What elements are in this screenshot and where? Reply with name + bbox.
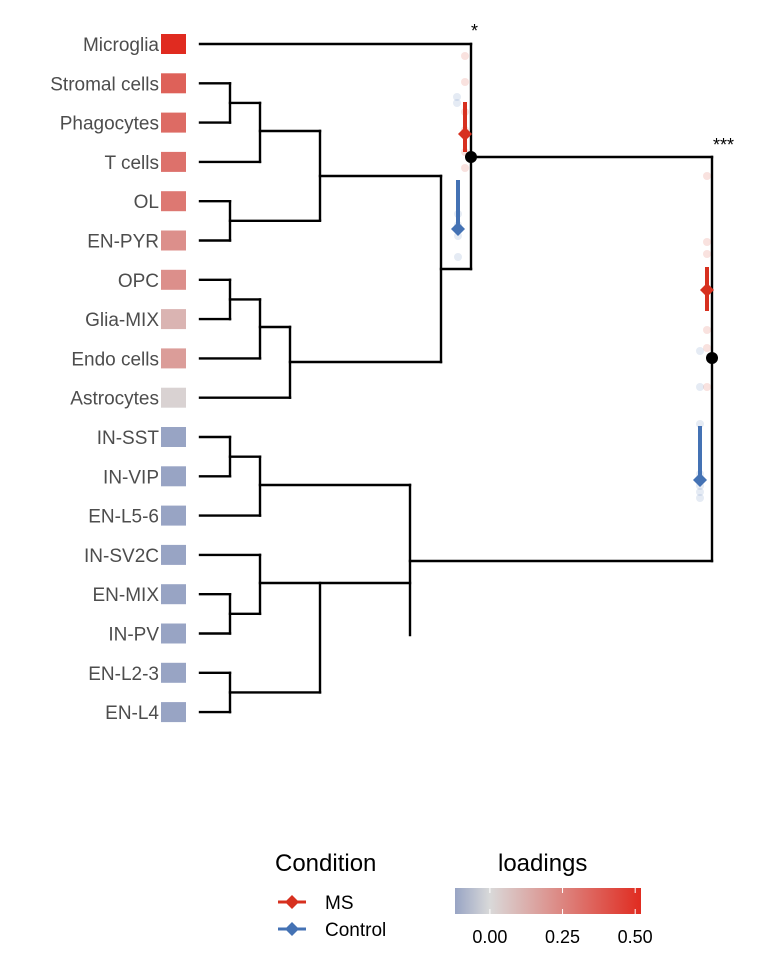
leaf-loading-tile [161, 544, 186, 565]
leaf-loading-tile [161, 269, 186, 290]
loadings-legend: loadings 0.00 0.25 0.50 [455, 850, 653, 947]
sample-point-ms [703, 238, 711, 246]
sample-point-ms [703, 250, 711, 258]
sample-point-control [696, 494, 704, 502]
loadings-legend-title: loadings [498, 850, 587, 877]
leaf-label: Endo cells [71, 349, 159, 370]
sample-point-ms [703, 326, 711, 334]
leaf-loading-tile [161, 623, 186, 644]
colorbar-ticks: 0.00 0.25 0.50 [472, 888, 653, 947]
leaf-label: T cells [104, 153, 159, 174]
leaf-loading-tile [161, 387, 186, 408]
loadings-colorbar [455, 888, 641, 914]
leaf-label: IN-SST [97, 428, 160, 449]
significance-label: *** [713, 135, 734, 155]
colorbar-tick-label-2: 0.50 [618, 927, 653, 947]
leaf-label: Glia-MIX [85, 310, 159, 331]
ms-estimate-diamond [458, 127, 472, 141]
control-estimate-diamond [693, 473, 707, 487]
sample-point-ms [703, 344, 711, 352]
sample-point-control [453, 93, 461, 101]
sample-point-ms [461, 52, 469, 60]
ms-estimate-diamond [700, 283, 714, 297]
leaf-label: EN-L2-3 [88, 664, 159, 685]
leaf-loading-tile [161, 427, 186, 447]
colorbar-tick-label-1: 0.25 [545, 927, 580, 947]
condition-legend-title: Condition [275, 850, 376, 877]
leaf-loading-tile [161, 505, 186, 526]
leaf-loading-tile [161, 309, 186, 330]
leaf-label: EN-MIX [93, 585, 160, 606]
leaf-label: Stromal cells [50, 74, 159, 95]
legend-control-diamond-icon [285, 922, 299, 936]
legend-ms-label: MS [325, 893, 354, 914]
legend-entry-control: Control [278, 920, 386, 941]
leaf-label: EN-L5-6 [88, 507, 159, 528]
sample-point-ms [703, 172, 711, 180]
condition-legend: Condition MS Control [275, 850, 386, 941]
leaf-label: EN-PYR [87, 232, 159, 253]
dendrogram-branches [198, 42, 714, 714]
colorbar-tick-label-0: 0.00 [472, 927, 507, 947]
leaf-label: OL [134, 192, 159, 213]
node-summaries: **** [451, 21, 734, 502]
leaf-loading-tile [161, 34, 186, 54]
legend-control-label: Control [325, 920, 386, 941]
legend-entry-ms: MS [278, 893, 354, 914]
sample-point-ms [461, 164, 469, 172]
leaf-loading-tile [161, 584, 186, 605]
leaf-loading-tile [161, 191, 186, 212]
sample-point-control [453, 99, 461, 107]
sample-point-ms [703, 383, 711, 391]
leaf-loading-tile [161, 702, 186, 723]
leaf-loading-tile [161, 112, 186, 133]
significance-label: * [471, 21, 478, 41]
leaf-label: Microglia [83, 35, 159, 56]
sample-point-control [696, 488, 704, 496]
leaf-loading-tile [161, 230, 186, 251]
sample-point-control [696, 383, 704, 391]
node-point [465, 151, 477, 163]
leaf-loading-tile [161, 348, 186, 369]
control-estimate-diamond [451, 222, 465, 236]
leaf-label: IN-VIP [103, 467, 159, 488]
leaf-loading-tile [161, 151, 186, 172]
node-point [706, 352, 718, 364]
leaf-label: EN-L4 [105, 703, 159, 724]
leaf-label: OPC [118, 271, 159, 292]
leaf-label: Phagocytes [60, 114, 159, 135]
leaf-loading-tile [161, 73, 186, 94]
legend-ms-diamond-icon [285, 895, 299, 909]
sample-point-ms [461, 78, 469, 86]
sample-point-control [696, 347, 704, 355]
leaf-loading-tile [161, 466, 186, 487]
leaf-label: IN-SV2C [84, 546, 159, 567]
leaf-label: IN-PV [108, 625, 159, 646]
leaves-layer: Microglia Stromal cells Phagocytes T cells O… [50, 34, 186, 724]
sample-point-control [454, 253, 462, 261]
leaf-label: Astrocytes [70, 389, 159, 410]
leaf-loading-tile [161, 662, 186, 683]
